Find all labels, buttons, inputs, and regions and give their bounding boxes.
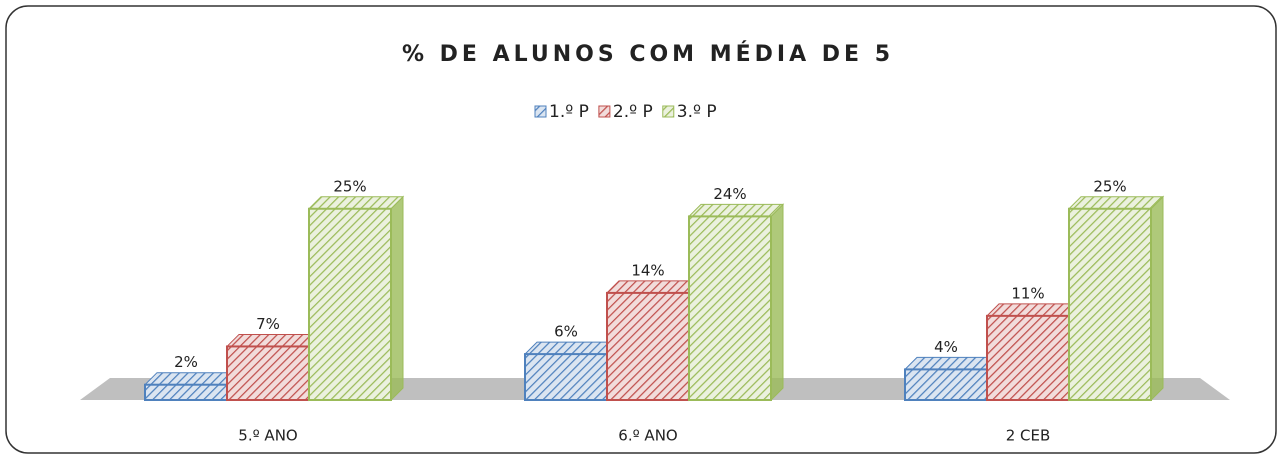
bar-top (143, 372, 241, 386)
bar-top (225, 333, 323, 347)
data-label: 4% (934, 338, 958, 356)
legend-label: 3.º P (677, 102, 717, 122)
legend-label: 2.º P (613, 102, 653, 122)
bar-side (770, 203, 784, 402)
bar (308, 207, 392, 401)
bar (986, 314, 1070, 402)
data-label: 2% (174, 353, 198, 371)
data-label: 14% (631, 261, 664, 279)
data-label: 25% (1093, 177, 1126, 195)
legend-swatch (598, 105, 611, 118)
bar (524, 353, 608, 402)
bar (1068, 207, 1152, 401)
bar-top (307, 196, 405, 210)
bar (904, 368, 988, 401)
data-label: 25% (333, 177, 366, 195)
bar-top (687, 203, 785, 217)
bar (688, 215, 772, 401)
bar-top (985, 303, 1083, 317)
bar (606, 291, 690, 401)
legend-label: 1.º P (549, 102, 589, 122)
legend-swatch (534, 105, 547, 118)
data-label: 7% (256, 315, 280, 333)
bar-top (523, 341, 621, 355)
bar (226, 345, 310, 402)
legend-swatch (662, 105, 675, 118)
bar-top (903, 356, 1001, 370)
bar-top (1067, 196, 1165, 210)
bar-top (605, 280, 703, 294)
bar-side (1150, 195, 1164, 402)
x-tick-label: 6.º ANO (618, 427, 677, 445)
data-label: 11% (1011, 284, 1044, 302)
data-label: 24% (713, 185, 746, 203)
x-tick-label: 2 CEB (1006, 427, 1051, 445)
data-label: 6% (554, 323, 578, 341)
chart-title: % DE ALUNOS COM MÉDIA DE 5 (402, 41, 894, 67)
x-tick-label: 5.º ANO (238, 427, 297, 445)
bar-side (390, 195, 404, 402)
bar (144, 383, 228, 402)
